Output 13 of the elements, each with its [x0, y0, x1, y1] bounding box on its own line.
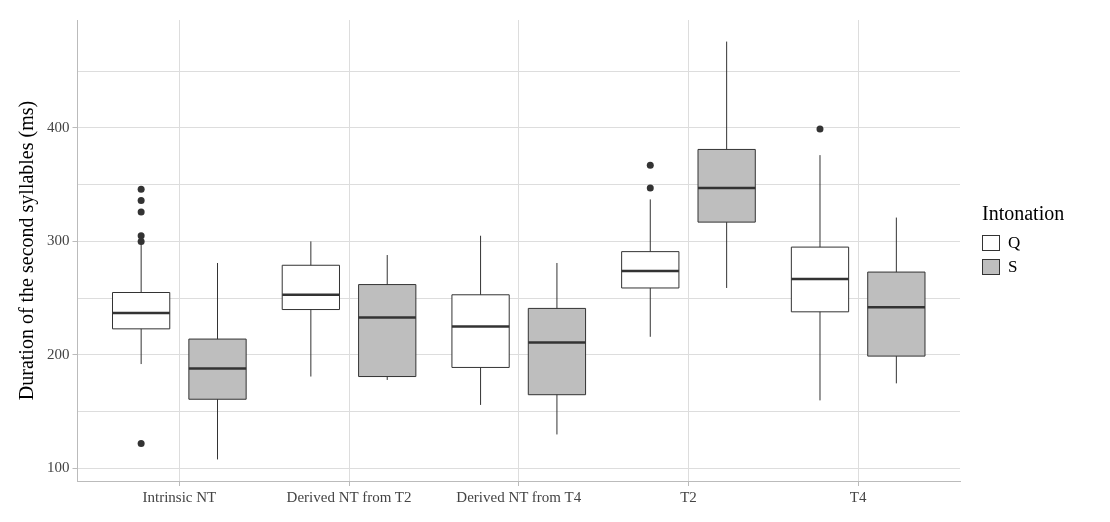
legend-label: S [1008, 256, 1018, 277]
y-tick-label: 300 [47, 232, 70, 249]
x-tick-label: T2 [680, 488, 697, 505]
legend-title: Intonation [982, 201, 1065, 225]
x-tick-label: Intrinsic NT [142, 488, 217, 505]
x-tick-label: Derived NT from T2 [286, 488, 412, 505]
y-tick-label: 400 [47, 118, 70, 135]
y-tick-label: 100 [47, 459, 70, 476]
y-axis-title: Duration of the second syllables (ms) [15, 100, 39, 401]
x-tick-label: Derived NT from T4 [456, 488, 582, 505]
x-tick-label: T4 [849, 488, 867, 505]
text: Q [1008, 232, 1021, 253]
y-tick-label: 200 [47, 345, 70, 362]
